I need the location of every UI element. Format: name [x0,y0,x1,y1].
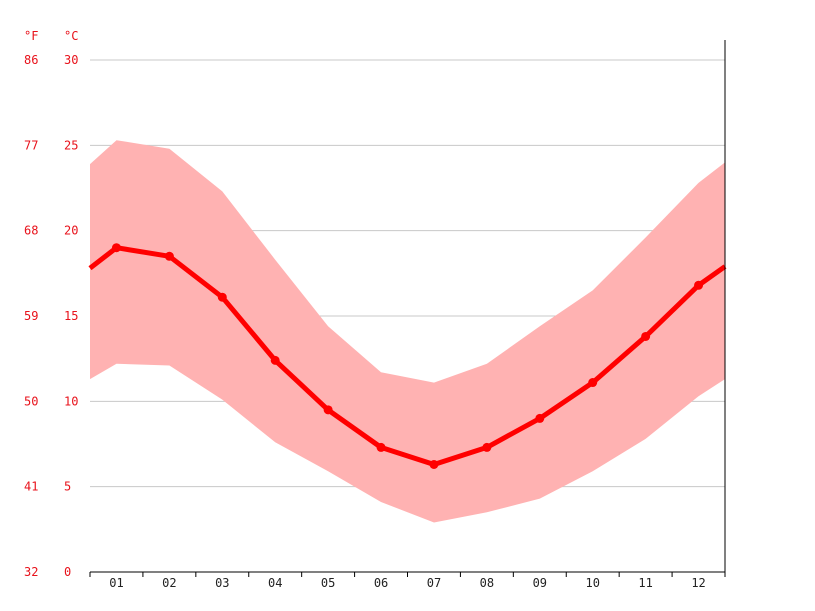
mean-point-12 [694,280,704,290]
x-tick-label: 03 [215,576,229,590]
mean-point-11 [641,331,651,341]
x-tick-label: 04 [268,576,282,590]
mean-point-10 [588,378,598,388]
fahrenheit-tick-label: 32 [24,565,38,579]
mean-temperature-line [88,245,727,467]
celsius-unit-label: °C [64,29,78,43]
x-tick-label: 11 [638,576,652,590]
fahrenheit-tick-label: 41 [24,480,38,494]
celsius-tick-label: 10 [64,394,78,408]
x-axis-labels: 01 02 03 04 05 06 07 08 09 10 11 12 [109,576,706,590]
x-tick-label: 01 [109,576,123,590]
x-tick-label: 09 [533,576,547,590]
mean-temperature-points [111,243,704,469]
fahrenheit-tick-label: 77 [24,138,38,152]
fahrenheit-tick-label: 86 [24,53,38,67]
celsius-tick-label: 15 [64,309,78,323]
fahrenheit-tick-label: 50 [24,394,38,408]
fahrenheit-tick-label: 68 [24,224,38,238]
celsius-axis: 30 25 20 15 10 5 0 [64,53,78,579]
x-tick-label: 10 [585,576,599,590]
x-axis-ticks [89,572,726,577]
temperature-range-band [90,140,725,523]
x-tick-label: 06 [374,576,388,590]
x-tick-label: 12 [691,576,705,590]
mean-point-09 [535,413,545,423]
mean-point-06 [376,442,386,452]
celsius-tick-label: 25 [64,138,78,152]
celsius-tick-label: 0 [64,565,71,579]
mean-point-08 [482,442,492,452]
x-tick-label: 07 [427,576,441,590]
x-tick-label: 02 [162,576,176,590]
fahrenheit-unit-label: °F [24,29,38,43]
celsius-tick-label: 30 [64,53,78,67]
x-tick-label: 05 [321,576,335,590]
x-tick-label: 08 [480,576,494,590]
mean-point-03 [217,292,227,302]
mean-point-02 [164,251,174,261]
celsius-tick-label: 5 [64,480,71,494]
fahrenheit-axis: 86 77 68 59 50 41 32 [24,53,38,579]
mean-point-01 [111,243,121,253]
celsius-tick-label: 20 [64,224,78,238]
fahrenheit-tick-label: 59 [24,309,38,323]
mean-point-07 [429,459,439,469]
mean-point-04 [270,355,280,365]
mean-point-05 [323,405,333,415]
